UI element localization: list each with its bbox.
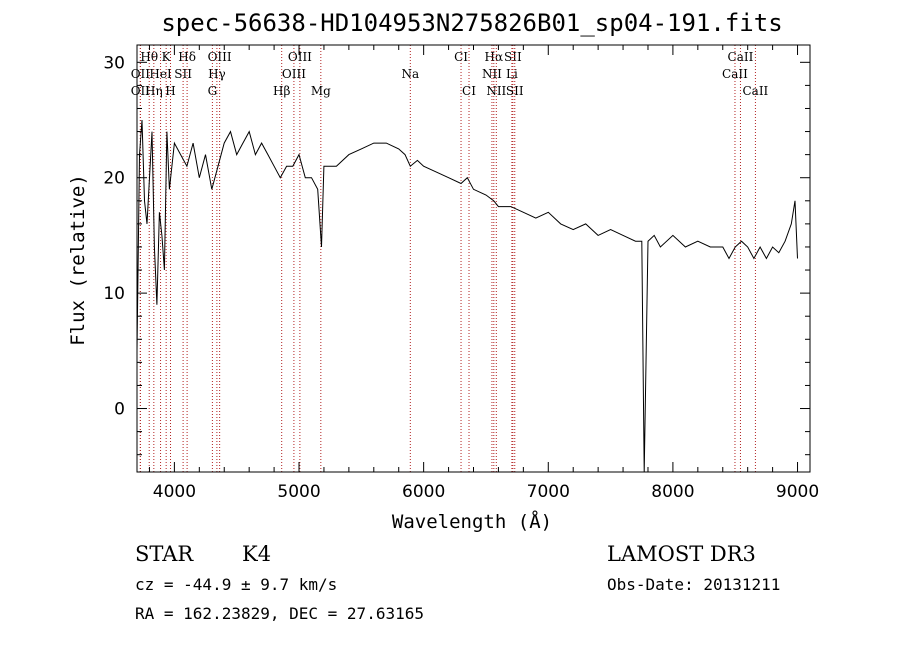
line-label-13: OIII [282, 67, 306, 81]
x-tick-label: 4000 [153, 482, 196, 502]
x-tick-label: 5000 [277, 482, 320, 502]
line-label-15: Mg [311, 84, 331, 98]
line-label-14: Hβ [273, 84, 290, 98]
line-label-8: H [165, 84, 175, 98]
line-label-6: OII [131, 84, 151, 98]
line-label-22: Li [506, 67, 518, 81]
line-label-1: K [162, 50, 172, 64]
line-label-17: CI [454, 50, 468, 64]
line-label-3: OII [131, 67, 151, 81]
line-label-21: NII [482, 67, 502, 81]
line-label-7: Hη [145, 84, 163, 98]
observation-date: Obs-Date: 20131211 [607, 575, 780, 594]
line-label-16: Na [401, 67, 419, 81]
object-subclass: K4 [242, 542, 271, 566]
x-tick-label: 6000 [402, 482, 445, 502]
chart-title: spec-56638-HD104953N275826B01_sp04-191.f… [161, 9, 782, 37]
y-tick-label: 0 [114, 400, 125, 420]
object-class: STAR [135, 542, 194, 566]
spectrum-series-line [136, 119, 798, 473]
coordinates: RA = 162.23829, DEC = 27.63165 [135, 604, 424, 623]
x-axis: 4000 5000 6000 7000 8000 9000 [148, 45, 819, 502]
x-tick-label: 8000 [651, 482, 694, 502]
y-tick-label: 30 [103, 53, 125, 73]
line-label-10: Hγ [208, 67, 226, 81]
redshift-cz: cz = -44.9 ± 9.7 km/s [135, 575, 337, 594]
line-label-2: Hδ [178, 50, 196, 64]
y-axis: 0 10 20 30 [103, 53, 810, 456]
plot-frame [136, 44, 811, 473]
line-label-12: OIII [288, 50, 312, 64]
line-label-19: Hα [485, 50, 504, 64]
y-tick-label: 20 [103, 169, 125, 189]
line-label-20: SII [504, 50, 522, 64]
line-label-11: G [208, 84, 218, 98]
line-label-25: CaII [728, 50, 754, 64]
x-tick-label: 9000 [776, 482, 819, 502]
line-label-9: OIII [208, 50, 232, 64]
x-axis-label: Wavelength (Å) [392, 510, 552, 533]
line-label-24: SII [506, 84, 524, 98]
line-label-27: CaII [742, 84, 768, 98]
line-label-26: CaII [722, 67, 748, 81]
line-label-18: CI [462, 84, 476, 98]
y-tick-label: 10 [103, 284, 125, 304]
line-label-5: SII [174, 67, 192, 81]
line-label-23: NII [486, 84, 506, 98]
x-tick-label: 7000 [527, 482, 570, 502]
line-label-4: HeI [149, 67, 172, 81]
y-axis-label: Flux (relative) [67, 174, 89, 346]
survey-name: LAMOST DR3 [607, 542, 756, 566]
